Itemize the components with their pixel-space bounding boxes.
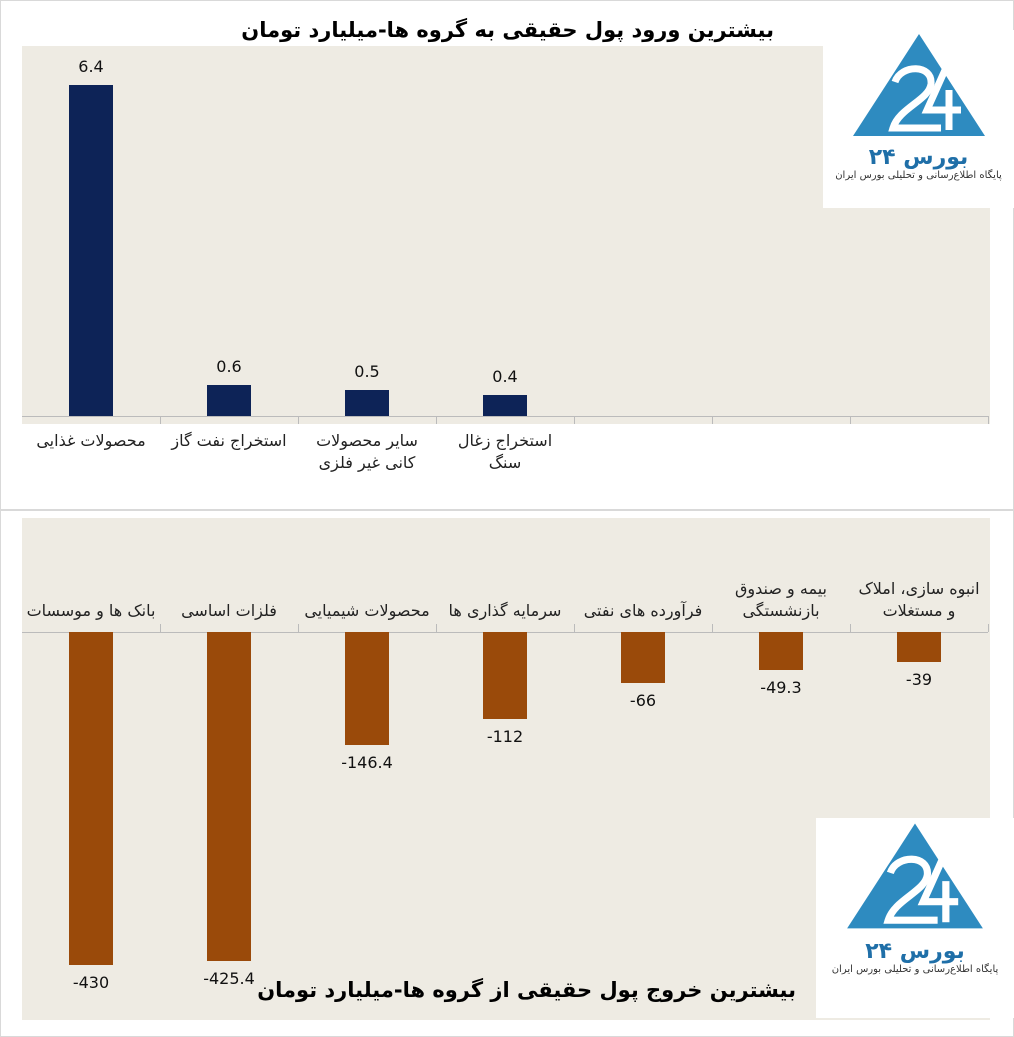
bar [207, 384, 251, 416]
chart-title: بیشترین خروج پول حقیقی از گروه ها-میلیار… [257, 978, 796, 1002]
category-separator [850, 416, 851, 424]
category-separator [436, 624, 437, 632]
x-tick-label: محصولات غذایی [36, 431, 146, 450]
value-label: -39 [905, 670, 933, 690]
x-tick-label: فرآورده های نفتی [583, 601, 703, 620]
bar [345, 390, 389, 416]
logo-tagline: پایگاه اطلاع‌رسانی و تحلیلی بورس ایران [831, 964, 999, 975]
value-label: -49.3 [760, 678, 802, 698]
logo-tagline: پایگاه اطلاع‌رسانی و تحلیلی بورس ایران [835, 170, 1002, 181]
category-separator [712, 624, 713, 632]
bar [897, 632, 941, 663]
bar [207, 632, 251, 962]
logo-icon [847, 823, 983, 929]
x-tick-label: فلزات اساسی [181, 601, 277, 620]
category-separator [988, 624, 989, 632]
logo-icon [852, 34, 985, 136]
logo: بورس ۲۴ پایگاه اطلاع‌رسانی و تحلیلی بورس… [816, 818, 1014, 1018]
category-separator [160, 624, 161, 632]
bar [483, 632, 527, 719]
x-tick-label: سرمایه گذاری ها [448, 601, 562, 620]
bar [483, 395, 527, 416]
bar [621, 632, 665, 684]
value-label: 0.4 [492, 367, 518, 387]
x-tick-label: بیمه و صندوق بازنشستگی [735, 579, 827, 620]
x-tick-label: محصولات شیمیایی [304, 601, 430, 620]
category-separator [850, 624, 851, 632]
category-separator [436, 416, 437, 424]
category-separator [298, 624, 299, 632]
category-separator [160, 416, 161, 424]
value-label: -425.4 [203, 969, 255, 989]
category-separator [574, 624, 575, 632]
value-label: 0.6 [216, 356, 242, 376]
category-separator [988, 416, 989, 424]
value-label: -146.4 [341, 753, 393, 773]
value-label: -66 [629, 691, 657, 711]
value-label: -430 [72, 973, 110, 992]
category-separator [298, 416, 299, 424]
logo-name: بورس ۲۴ [868, 145, 969, 170]
x-tick-label: استخراج نفت گاز [171, 431, 287, 450]
value-label: 6.4 [78, 57, 104, 76]
x-tick-label: استخراج زغال سنگ [457, 431, 553, 472]
bar [345, 632, 389, 746]
x-tick-label: انبوه سازی، املاک و مستغلات [858, 579, 980, 620]
baseline [22, 416, 988, 417]
x-tick-label: بانک ها و موسسات [26, 601, 156, 620]
category-separator [712, 416, 713, 424]
bar [69, 85, 113, 416]
value-label: -112 [486, 726, 524, 746]
bar [759, 632, 803, 671]
x-tick-label: سایر محصولات کانی غیر فلزی [316, 431, 418, 472]
chart-title: بیشترین ورود پول حقیقی به گروه ها-میلیار… [241, 18, 774, 42]
category-separator [574, 416, 575, 424]
logo: بورس ۲۴ پایگاه اطلاع‌رسانی و تحلیلی بورس… [823, 30, 1014, 208]
logo-name: بورس ۲۴ [865, 939, 965, 964]
value-label: 0.5 [354, 362, 380, 382]
bar [69, 632, 113, 965]
